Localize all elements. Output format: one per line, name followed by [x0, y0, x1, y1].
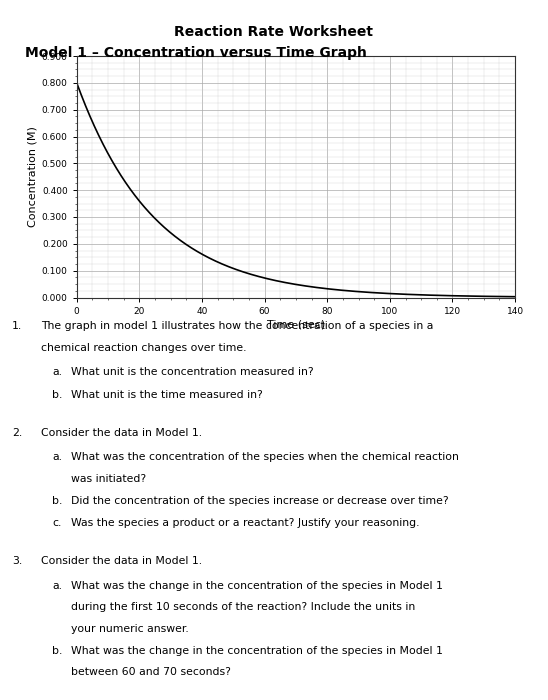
Text: c.: c.	[52, 519, 61, 528]
Text: b.: b.	[52, 646, 62, 656]
Text: Model 1 – Concentration versus Time Graph: Model 1 – Concentration versus Time Grap…	[25, 46, 367, 60]
X-axis label: Time (sec): Time (sec)	[267, 320, 325, 330]
Text: Was the species a product or a reactant? Justify your reasoning.: Was the species a product or a reactant?…	[71, 519, 420, 528]
Text: Consider the data in Model 1.: Consider the data in Model 1.	[41, 556, 202, 566]
Text: chemical reaction changes over time.: chemical reaction changes over time.	[41, 342, 247, 353]
Text: 3.: 3.	[12, 556, 22, 566]
Text: during the first 10 seconds of the reaction? Include the units in: during the first 10 seconds of the react…	[71, 602, 415, 612]
Text: a.: a.	[52, 581, 62, 591]
Text: What unit is the time measured in?: What unit is the time measured in?	[71, 390, 263, 400]
Text: your numeric answer.: your numeric answer.	[71, 624, 189, 634]
Text: What was the change in the concentration of the species in Model 1: What was the change in the concentration…	[71, 581, 443, 591]
Text: a.: a.	[52, 452, 62, 462]
Text: What unit is the concentration measured in?: What unit is the concentration measured …	[71, 368, 314, 377]
Text: Consider the data in Model 1.: Consider the data in Model 1.	[41, 428, 202, 438]
Text: was initiated?: was initiated?	[71, 473, 146, 484]
Y-axis label: Concentration (M): Concentration (M)	[27, 126, 38, 228]
Text: 1.: 1.	[12, 321, 22, 331]
Text: a.: a.	[52, 368, 62, 377]
Text: b.: b.	[52, 496, 62, 506]
Text: Reaction Rate Worksheet: Reaction Rate Worksheet	[174, 25, 374, 38]
Text: Did the concentration of the species increase or decrease over time?: Did the concentration of the species inc…	[71, 496, 449, 506]
Text: The graph in model 1 illustrates how the concentration of a species in a: The graph in model 1 illustrates how the…	[41, 321, 433, 331]
Text: What was the concentration of the species when the chemical reaction: What was the concentration of the specie…	[71, 452, 459, 462]
Text: What was the change in the concentration of the species in Model 1: What was the change in the concentration…	[71, 646, 443, 656]
Text: between 60 and 70 seconds?: between 60 and 70 seconds?	[71, 668, 231, 678]
Text: 2.: 2.	[12, 428, 22, 438]
Text: b.: b.	[52, 390, 62, 400]
